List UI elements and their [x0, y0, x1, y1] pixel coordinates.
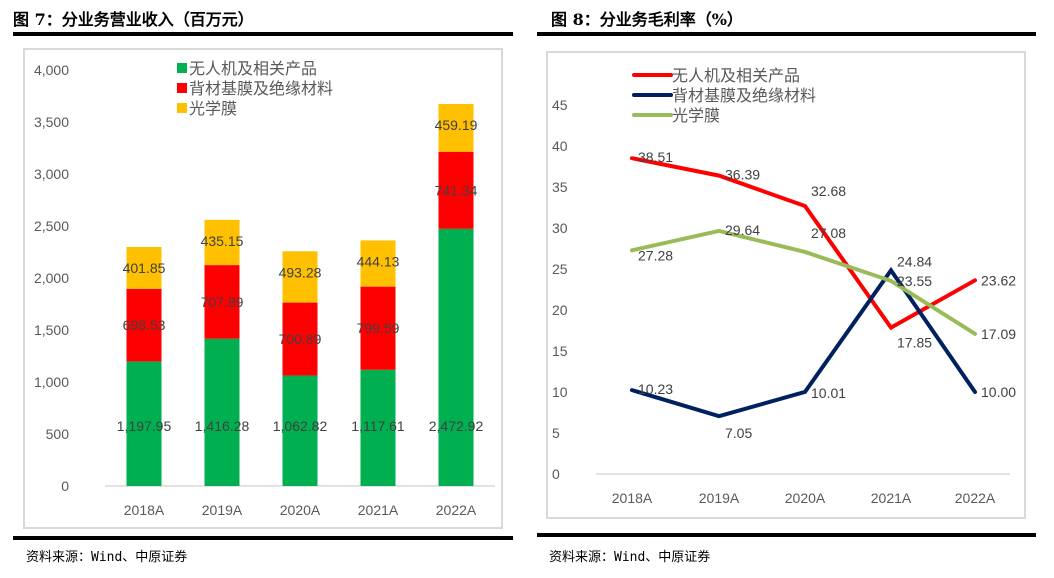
data-label: 1,416.28 — [195, 418, 250, 434]
legend-label: 背材基膜及绝缘材料 — [672, 87, 816, 105]
bar-segment-backsheet — [360, 286, 396, 370]
bar-segment-optical-film — [282, 251, 318, 303]
heading-rule-left — [13, 32, 513, 36]
y-tick-label: 4,000 — [34, 62, 69, 78]
y-tick-label: 5 — [552, 425, 560, 441]
series-line-backsheet — [630, 266, 977, 419]
bar-segment-optical-film — [438, 103, 474, 152]
bar-segment-drone — [204, 338, 240, 486]
data-label: 10.23 — [638, 381, 673, 397]
y-tick-label: 2,000 — [34, 270, 69, 286]
legend-swatch — [177, 83, 187, 93]
series-line-optical-film — [630, 228, 977, 336]
data-label: 1,117.61 — [351, 418, 405, 434]
y-tick-label: 10 — [552, 384, 568, 400]
bar-segment-drone — [282, 375, 318, 486]
bar-segment-optical-film — [360, 240, 396, 287]
footer-rule-left — [13, 536, 513, 540]
data-label: 23.62 — [981, 272, 1016, 288]
y-tick-label: 1,000 — [34, 374, 69, 390]
legend-label: 无人机及相关产品 — [672, 67, 800, 85]
data-label: 435.15 — [201, 233, 244, 249]
x-tick-label: 2018A — [124, 502, 165, 518]
data-label: 7.05 — [725, 425, 752, 441]
data-label: 2,472.92 — [429, 418, 484, 434]
data-label: 10.01 — [811, 385, 846, 401]
bar-chart-frame: 0 500 1,000 1,500 2,000 2,500 3,000 3,500 4,000 1… — [23, 48, 503, 529]
data-label: 17.09 — [981, 326, 1016, 342]
data-label: 27.28 — [638, 247, 673, 263]
y-tick-label: 0 — [61, 478, 69, 494]
bar-segment-backsheet — [204, 265, 240, 339]
x-tick-label: 2019A — [699, 490, 740, 506]
legend-swatch — [177, 63, 187, 73]
data-label: 799.59 — [357, 320, 400, 336]
line-chart: 0 5 10 15 20 25 30 35 40 45 2018A 2019A 2020A 2021A 20… — [552, 67, 1016, 506]
y-tick-label: 3,500 — [34, 114, 69, 130]
data-label: 401.85 — [123, 260, 166, 276]
bar-segment-backsheet — [282, 302, 318, 376]
x-tick-label: 2018A — [612, 490, 653, 506]
bar-segment-drone — [126, 361, 162, 486]
y-tick-label: 2,500 — [34, 218, 69, 234]
legend-label: 无人机及相关产品 — [189, 60, 317, 78]
data-label: 700.89 — [279, 331, 322, 347]
x-tick-label: 2020A — [280, 502, 321, 518]
y-tick-label: 15 — [552, 343, 568, 359]
data-label: 707.89 — [201, 294, 244, 310]
figure-8-heading: 图 8：分业务毛利率（%） — [551, 10, 743, 29]
bar-segment-optical-film — [204, 219, 240, 266]
line-chart-frame: 0 5 10 15 20 25 30 35 40 45 2018A 2019A 2020A 2021A 20… — [546, 51, 1026, 519]
footer-rule-right — [537, 533, 1036, 537]
legend-swatch — [177, 103, 187, 113]
bar-segment-backsheet — [126, 288, 162, 362]
y-tick-label: 35 — [552, 179, 568, 195]
x-tick-label: 2022A — [955, 490, 996, 506]
heading-rule-right — [537, 32, 1036, 36]
data-label: 17.85 — [897, 335, 932, 351]
y-tick-label: 30 — [552, 220, 568, 236]
bar-segment-drone — [360, 369, 396, 486]
data-label: 24.84 — [897, 253, 932, 269]
data-label: 23.55 — [897, 273, 932, 289]
x-tick-label: 2020A — [785, 490, 826, 506]
data-label: 10.00 — [981, 384, 1016, 400]
bar-segment-backsheet — [438, 151, 474, 229]
source-note-left: 资料来源：Wind、中原证券 — [26, 550, 188, 565]
legend-label: 光学膜 — [672, 107, 720, 125]
x-tick-label: 2022A — [436, 502, 477, 518]
bar-segment-optical-film — [126, 246, 162, 289]
y-tick-label: 45 — [552, 97, 568, 113]
data-label: 29.64 — [725, 222, 760, 238]
data-label: 493.28 — [279, 264, 322, 280]
y-tick-label: 3,000 — [34, 166, 69, 182]
stacked-bar-chart: 0 500 1,000 1,500 2,000 2,500 3,000 3,500 4,000 1… — [34, 60, 495, 518]
data-label: 444.13 — [357, 253, 400, 269]
data-label: 1,197.95 — [117, 418, 172, 434]
x-tick-label: 2021A — [358, 502, 399, 518]
figure-7-heading: 图 7：分业务营业收入（百万元） — [13, 10, 254, 29]
data-label: 36.39 — [725, 167, 760, 183]
x-tick-label: 2019A — [202, 502, 243, 518]
legend-label: 光学膜 — [189, 100, 237, 118]
data-label: 27.08 — [811, 225, 846, 241]
data-label: 38.51 — [638, 149, 673, 165]
y-tick-label: 1,500 — [34, 322, 69, 338]
x-tick-label: 2021A — [871, 490, 912, 506]
data-label: 459.19 — [435, 117, 478, 133]
data-label: 1,062.82 — [273, 418, 328, 434]
bar-segment-drone — [438, 228, 474, 486]
legend-label: 背材基膜及绝缘材料 — [189, 80, 333, 98]
y-tick-label: 40 — [552, 138, 568, 154]
data-label: 698.53 — [123, 317, 166, 333]
y-tick-label: 25 — [552, 261, 568, 277]
data-label: 32.68 — [811, 183, 846, 199]
y-tick-label: 500 — [46, 426, 70, 442]
source-note-right: 资料来源：Wind、中原证券 — [549, 550, 711, 565]
data-label: 741.34 — [435, 182, 478, 198]
y-tick-label: 0 — [552, 466, 560, 482]
y-tick-label: 20 — [552, 302, 568, 318]
